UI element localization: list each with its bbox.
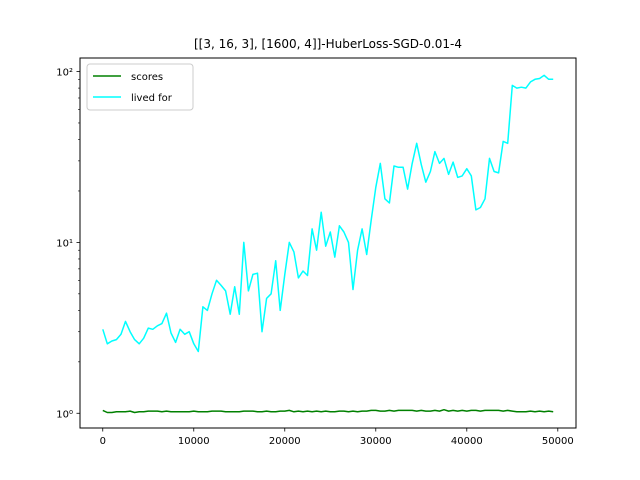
legend-label-lived-for: lived for: [131, 93, 173, 104]
y-tick-label: 10¹: [56, 238, 73, 249]
series-line-scores: [102, 408, 554, 414]
series-line-lived-for: [102, 74, 554, 353]
x-tick-label: 20000: [269, 436, 301, 447]
chart-title: [[3, 16, 3], [1600, 4]]-HuberLoss-SGD-0.…: [194, 37, 462, 51]
x-tick-label: 50000: [542, 436, 574, 447]
x-tick-label: 40000: [451, 436, 483, 447]
legend-label-scores: scores: [131, 72, 163, 83]
series-layer: [102, 74, 554, 414]
plot-frame: [79, 57, 577, 429]
y-tick-label: 10²: [56, 68, 73, 79]
x-tick-label: 0: [100, 436, 106, 447]
legend: scores lived for: [86, 63, 194, 111]
x-tick-label: 30000: [360, 436, 392, 447]
x-axis: 0 10000 20000 30000 40000 50000: [100, 428, 574, 447]
y-tick-label: 10⁰: [56, 409, 73, 420]
x-tick-label: 10000: [178, 436, 210, 447]
plot-area: [80, 58, 576, 428]
